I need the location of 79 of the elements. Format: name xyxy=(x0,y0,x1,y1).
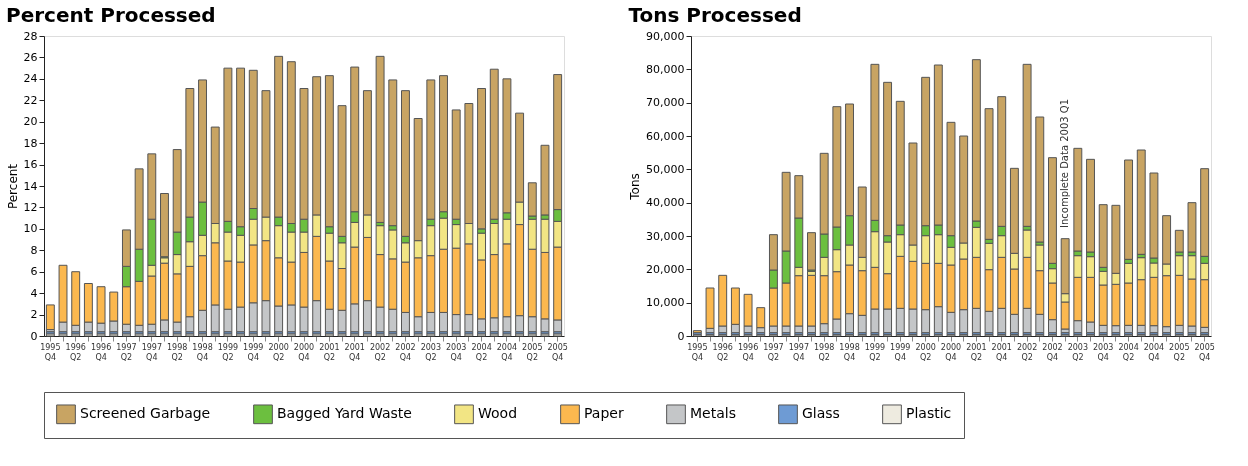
chart-title: Percent Processed xyxy=(6,3,216,27)
y-tick-label: 50,000 xyxy=(646,162,685,176)
y-tick-label: 0 xyxy=(677,329,685,343)
x-tick-label: 2004 Q4 xyxy=(1143,342,1165,362)
y-tick-label: 4 xyxy=(30,286,38,300)
y-tick-label: 14 xyxy=(23,179,38,193)
x-tick-label: 1995 Q4 xyxy=(40,342,61,362)
y-tick-label: 2 xyxy=(30,308,38,322)
y-tick-label: 24 xyxy=(23,72,38,86)
x-tick-label: 1995 Q4 xyxy=(687,342,708,362)
x-tick-label: 1996 Q2 xyxy=(65,342,86,362)
legend-label: Wood xyxy=(478,405,518,422)
legend-label: Metals xyxy=(690,405,736,422)
x-tick-label: 2005 Q4 xyxy=(1194,342,1215,362)
x-tick-label: 1998 Q4 xyxy=(839,342,860,362)
y-axis-title: Percent xyxy=(5,163,20,210)
x-tick-label: 2000 Q4 xyxy=(940,342,962,362)
x-tick-label: 2003 Q2 xyxy=(420,342,442,362)
y-tick-label: 8 xyxy=(30,243,38,257)
legend-label: Glass xyxy=(802,405,840,422)
y-tick-label: 90,000 xyxy=(646,29,685,43)
x-tick-label: 2001 Q2 xyxy=(319,342,340,362)
x-tick-label: 2001 Q2 xyxy=(966,342,987,362)
x-tick-label: 2003 Q4 xyxy=(446,342,467,362)
x-tick-label: 2004 Q2 xyxy=(471,342,492,362)
y-tick-label: 16 xyxy=(23,158,38,172)
x-tick-label: 2000 Q2 xyxy=(268,342,289,362)
y-tick-label: 6 xyxy=(30,265,38,279)
legend-label: Bagged Yard Waste xyxy=(277,405,412,422)
x-tick-label: 2001 Q4 xyxy=(991,342,1012,362)
x-tick-label: 2003 Q2 xyxy=(1067,342,1089,362)
y-axis-title: Tons xyxy=(628,173,643,201)
x-tick-label: 2005 Q2 xyxy=(522,342,543,362)
x-tick-label: 1998 Q2 xyxy=(813,342,835,362)
x-tick-label: 1999 Q2 xyxy=(864,342,886,362)
annotation: Incomplete Data 2003 Q1 xyxy=(1059,98,1071,228)
y-tick-label: 10 xyxy=(23,222,38,236)
x-tick-label: 2005 Q4 xyxy=(547,342,568,362)
x-tick-label: 2003 Q4 xyxy=(1093,342,1114,362)
x-tick-label: 1997 Q2 xyxy=(763,342,784,362)
x-tick-label: 2004 Q4 xyxy=(496,342,518,362)
y-tick-label: 80,000 xyxy=(646,62,685,76)
x-tick-label: 2000 Q2 xyxy=(915,342,936,362)
y-tick-label: 18 xyxy=(23,136,38,150)
x-tick-label: 1996 Q4 xyxy=(90,342,112,362)
y-tick-label: 30,000 xyxy=(646,229,685,243)
x-tick-label: 1998 Q2 xyxy=(166,342,188,362)
legend-label: Screened Garbage xyxy=(80,405,211,422)
x-tick-label: 2002 Q2 xyxy=(1016,342,1038,362)
y-tick-label: 10,000 xyxy=(646,296,685,310)
x-tick-label: 2002 Q4 xyxy=(1042,342,1063,362)
y-tick-label: 70,000 xyxy=(646,96,685,110)
y-tick-label: 40,000 xyxy=(646,196,685,210)
chart-title: Tons Processed xyxy=(628,3,802,27)
x-tick-label: 1999 Q4 xyxy=(890,342,911,362)
legend-label: Plastic xyxy=(906,405,952,422)
y-tick-label: 20 xyxy=(23,115,38,129)
x-tick-label: 2005 Q2 xyxy=(1169,342,1190,362)
y-tick-label: 12 xyxy=(23,200,38,214)
x-tick-label: 1999 Q2 xyxy=(217,342,239,362)
x-tick-label: 1997 Q2 xyxy=(116,342,137,362)
y-tick-label: 26 xyxy=(23,50,38,64)
x-tick-label: 1997 Q4 xyxy=(788,342,809,362)
x-tick-label: 1999 Q4 xyxy=(243,342,264,362)
y-tick-label: 0 xyxy=(30,329,38,343)
x-tick-label: 1997 Q4 xyxy=(141,342,162,362)
x-tick-label: 1996 Q2 xyxy=(712,342,733,362)
y-tick-label: 22 xyxy=(23,93,38,107)
x-tick-label: 2002 Q2 xyxy=(369,342,391,362)
y-tick-label: 28 xyxy=(23,29,38,43)
y-tick-label: 20,000 xyxy=(646,262,685,276)
y-tick-label: 60,000 xyxy=(646,129,685,143)
x-tick-label: 2001 Q4 xyxy=(344,342,365,362)
x-tick-label: 2004 Q2 xyxy=(1118,342,1139,362)
x-tick-label: 1996 Q4 xyxy=(737,342,759,362)
x-tick-label: 2000 Q4 xyxy=(293,342,315,362)
x-tick-label: 1998 Q4 xyxy=(192,342,213,362)
x-tick-label: 2002 Q4 xyxy=(395,342,416,362)
legend-label: Paper xyxy=(584,405,624,422)
